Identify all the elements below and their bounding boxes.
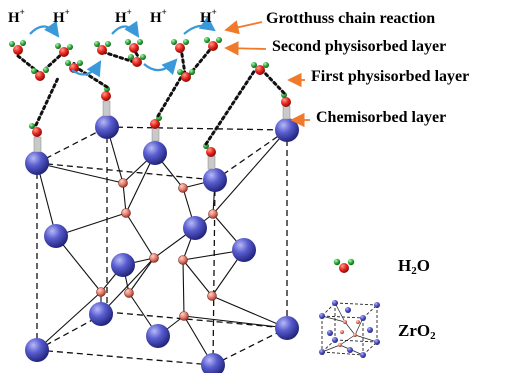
zr-atom	[143, 141, 167, 165]
chemisorbed-oh	[203, 143, 216, 170]
zr-atom	[25, 151, 49, 175]
legend-zro2-cell-icon	[319, 300, 380, 358]
zr-atom	[89, 302, 113, 326]
zr-atom	[201, 353, 225, 373]
zr-atom	[146, 324, 170, 348]
oxygen-atom	[149, 253, 159, 263]
water-molecule	[177, 69, 195, 82]
zr-atom	[232, 238, 256, 262]
water-molecule	[94, 41, 111, 55]
water-molecule	[31, 67, 49, 81]
chemisorbed-oh	[101, 86, 111, 117]
legend-zro2-label: ZrO2	[398, 321, 436, 342]
proton-label: H+	[8, 7, 25, 26]
chemisorbed-oh	[29, 123, 42, 153]
water-molecule	[204, 37, 222, 51]
legend-water-molecule-icon	[333, 258, 355, 273]
physisorbed-water	[9, 37, 269, 82]
zr-atom	[44, 224, 68, 248]
lattice-zr-atoms	[25, 115, 299, 373]
oxygen-atom	[179, 311, 189, 321]
chemisorbed-oh	[281, 92, 291, 120]
oxygen-atom	[207, 291, 217, 301]
zr-atom	[95, 115, 119, 139]
water-molecule	[125, 39, 143, 53]
lattice-oxygen-atoms	[96, 178, 218, 321]
oxygen-atom	[124, 288, 134, 298]
label-chemisorbed-layer: Chemisorbed layer	[316, 109, 447, 126]
legend-water-label: H2O	[398, 256, 430, 277]
water-molecule	[128, 54, 146, 67]
label-pointer-arrows	[224, 20, 310, 128]
proton-label: H+	[115, 7, 132, 26]
lattice-dashed-edges	[36, 126, 288, 366]
water-molecule	[9, 40, 26, 55]
oxygen-atom	[178, 255, 188, 265]
water-molecule	[55, 43, 73, 57]
hydrogen-bond-chains	[16, 44, 286, 146]
proton-label: H+	[200, 7, 217, 26]
grotthuss-arrows	[29, 16, 216, 78]
zr-atom	[203, 168, 227, 192]
oxygen-atom	[118, 178, 128, 188]
oxygen-atom	[178, 183, 188, 193]
zr-atom	[275, 316, 299, 340]
label-first-physisorbed-layer: First physisorbed layer	[311, 68, 470, 85]
water-molecule	[65, 60, 83, 73]
water-molecule	[251, 62, 269, 75]
proton-label: H+	[150, 7, 167, 26]
water-molecule	[171, 39, 189, 53]
label-second-physisorbed-layer: Second physisorbed layer	[272, 38, 447, 55]
zr-atom	[183, 216, 207, 240]
zro2-lattice	[25, 115, 299, 373]
oxygen-atom	[96, 287, 106, 297]
oxygen-atom	[121, 208, 131, 218]
zr-atom	[275, 118, 299, 142]
zr-atom	[25, 338, 49, 362]
oxygen-atom	[208, 209, 218, 219]
label-grotthuss-chain-reaction: Grotthuss chain reaction	[266, 10, 436, 27]
proton-label: H+	[53, 7, 70, 26]
zr-atom	[111, 253, 135, 277]
